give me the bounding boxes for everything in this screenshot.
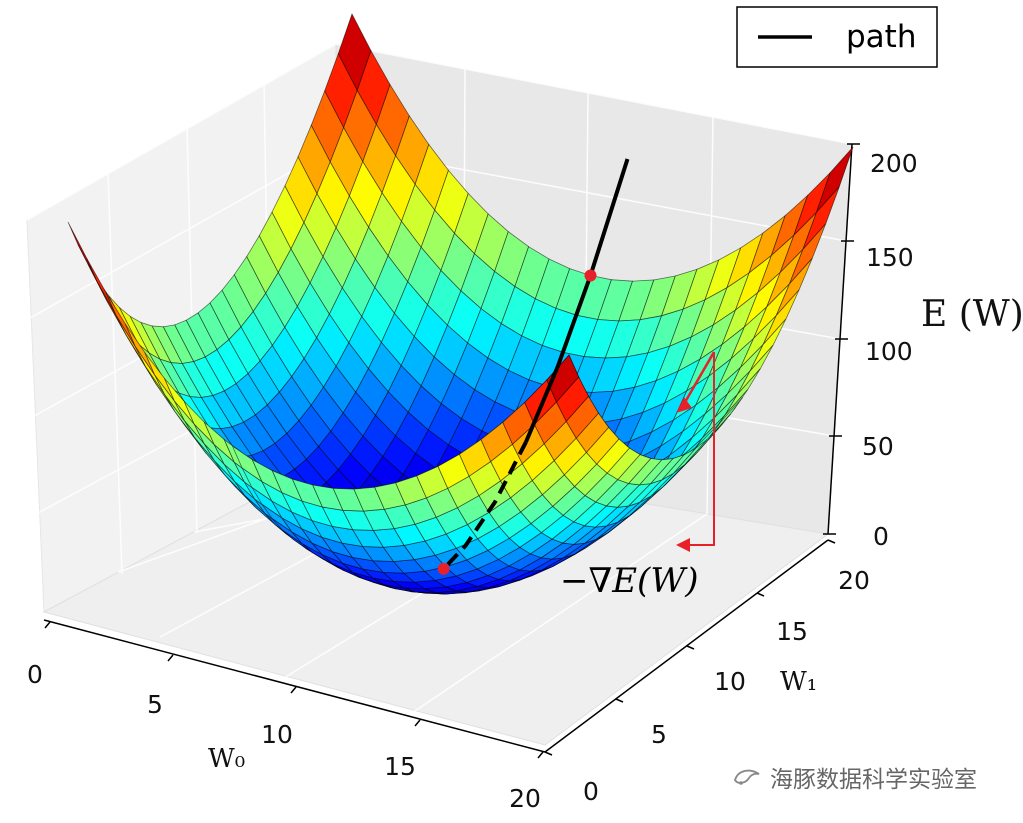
y-tick-mark — [615, 698, 624, 703]
x-tick-mark — [414, 719, 421, 727]
y-tick-mark — [686, 645, 695, 650]
gradient-label: −∇E(W) — [560, 561, 699, 601]
y-tick-label: 10 — [714, 667, 746, 696]
z-axis-label: E (W) — [921, 294, 1023, 335]
y-tick-mark — [544, 751, 553, 756]
gradient-arrowhead-floor — [676, 538, 690, 552]
z-tick-label: 200 — [870, 149, 918, 178]
y-tick-mark — [827, 539, 836, 544]
y-axis-line — [544, 539, 829, 753]
legend-label: path — [846, 19, 916, 55]
path-line-solid — [524, 158, 630, 443]
y-tick-label: 15 — [776, 617, 808, 646]
x-tick-mark — [44, 621, 51, 629]
gradient-arrow — [688, 352, 715, 546]
x-axis-line — [43, 619, 546, 753]
x-tick-label: 5 — [147, 690, 163, 719]
x-tick-label: 0 — [27, 660, 43, 689]
z-tick-label: 150 — [866, 243, 914, 272]
y-axis-label: W₁ — [780, 667, 817, 697]
x-axis-label: W₀ — [208, 744, 245, 774]
surface-cell — [546, 354, 580, 403]
dolphin-logo-icon — [734, 769, 760, 785]
z-tick-label: 50 — [862, 432, 894, 461]
gradient-arrowhead-surface — [676, 397, 692, 413]
path-line-dashed — [442, 440, 528, 571]
path-start-point — [584, 269, 597, 282]
watermark-text: 海豚数据科学实验室 — [770, 767, 977, 793]
surface-mesh — [67, 12, 854, 595]
path-end-point — [437, 562, 450, 575]
y-tick-label: 20 — [838, 566, 870, 595]
y-tick-label: 0 — [583, 777, 599, 806]
surface-cutaway — [231, 354, 744, 595]
x-tick-label: 15 — [384, 752, 416, 781]
y-tick-mark — [756, 592, 765, 597]
legend: path — [736, 6, 938, 68]
x-tick-label: 10 — [261, 720, 293, 749]
x-tick-label: 20 — [509, 784, 541, 813]
x-tick-mark — [537, 751, 544, 759]
z-tick-label: 100 — [865, 337, 913, 366]
x-tick-mark — [290, 686, 297, 694]
watermark: 海豚数据科学实验室 — [732, 760, 977, 794]
y-tick-label: 5 — [651, 720, 667, 749]
z-tick-label: 0 — [873, 522, 889, 551]
x-tick-mark — [167, 654, 174, 662]
gradient-arrow-surface — [682, 351, 716, 405]
gradient-annotation — [676, 351, 716, 552]
descent-path — [437, 158, 630, 575]
